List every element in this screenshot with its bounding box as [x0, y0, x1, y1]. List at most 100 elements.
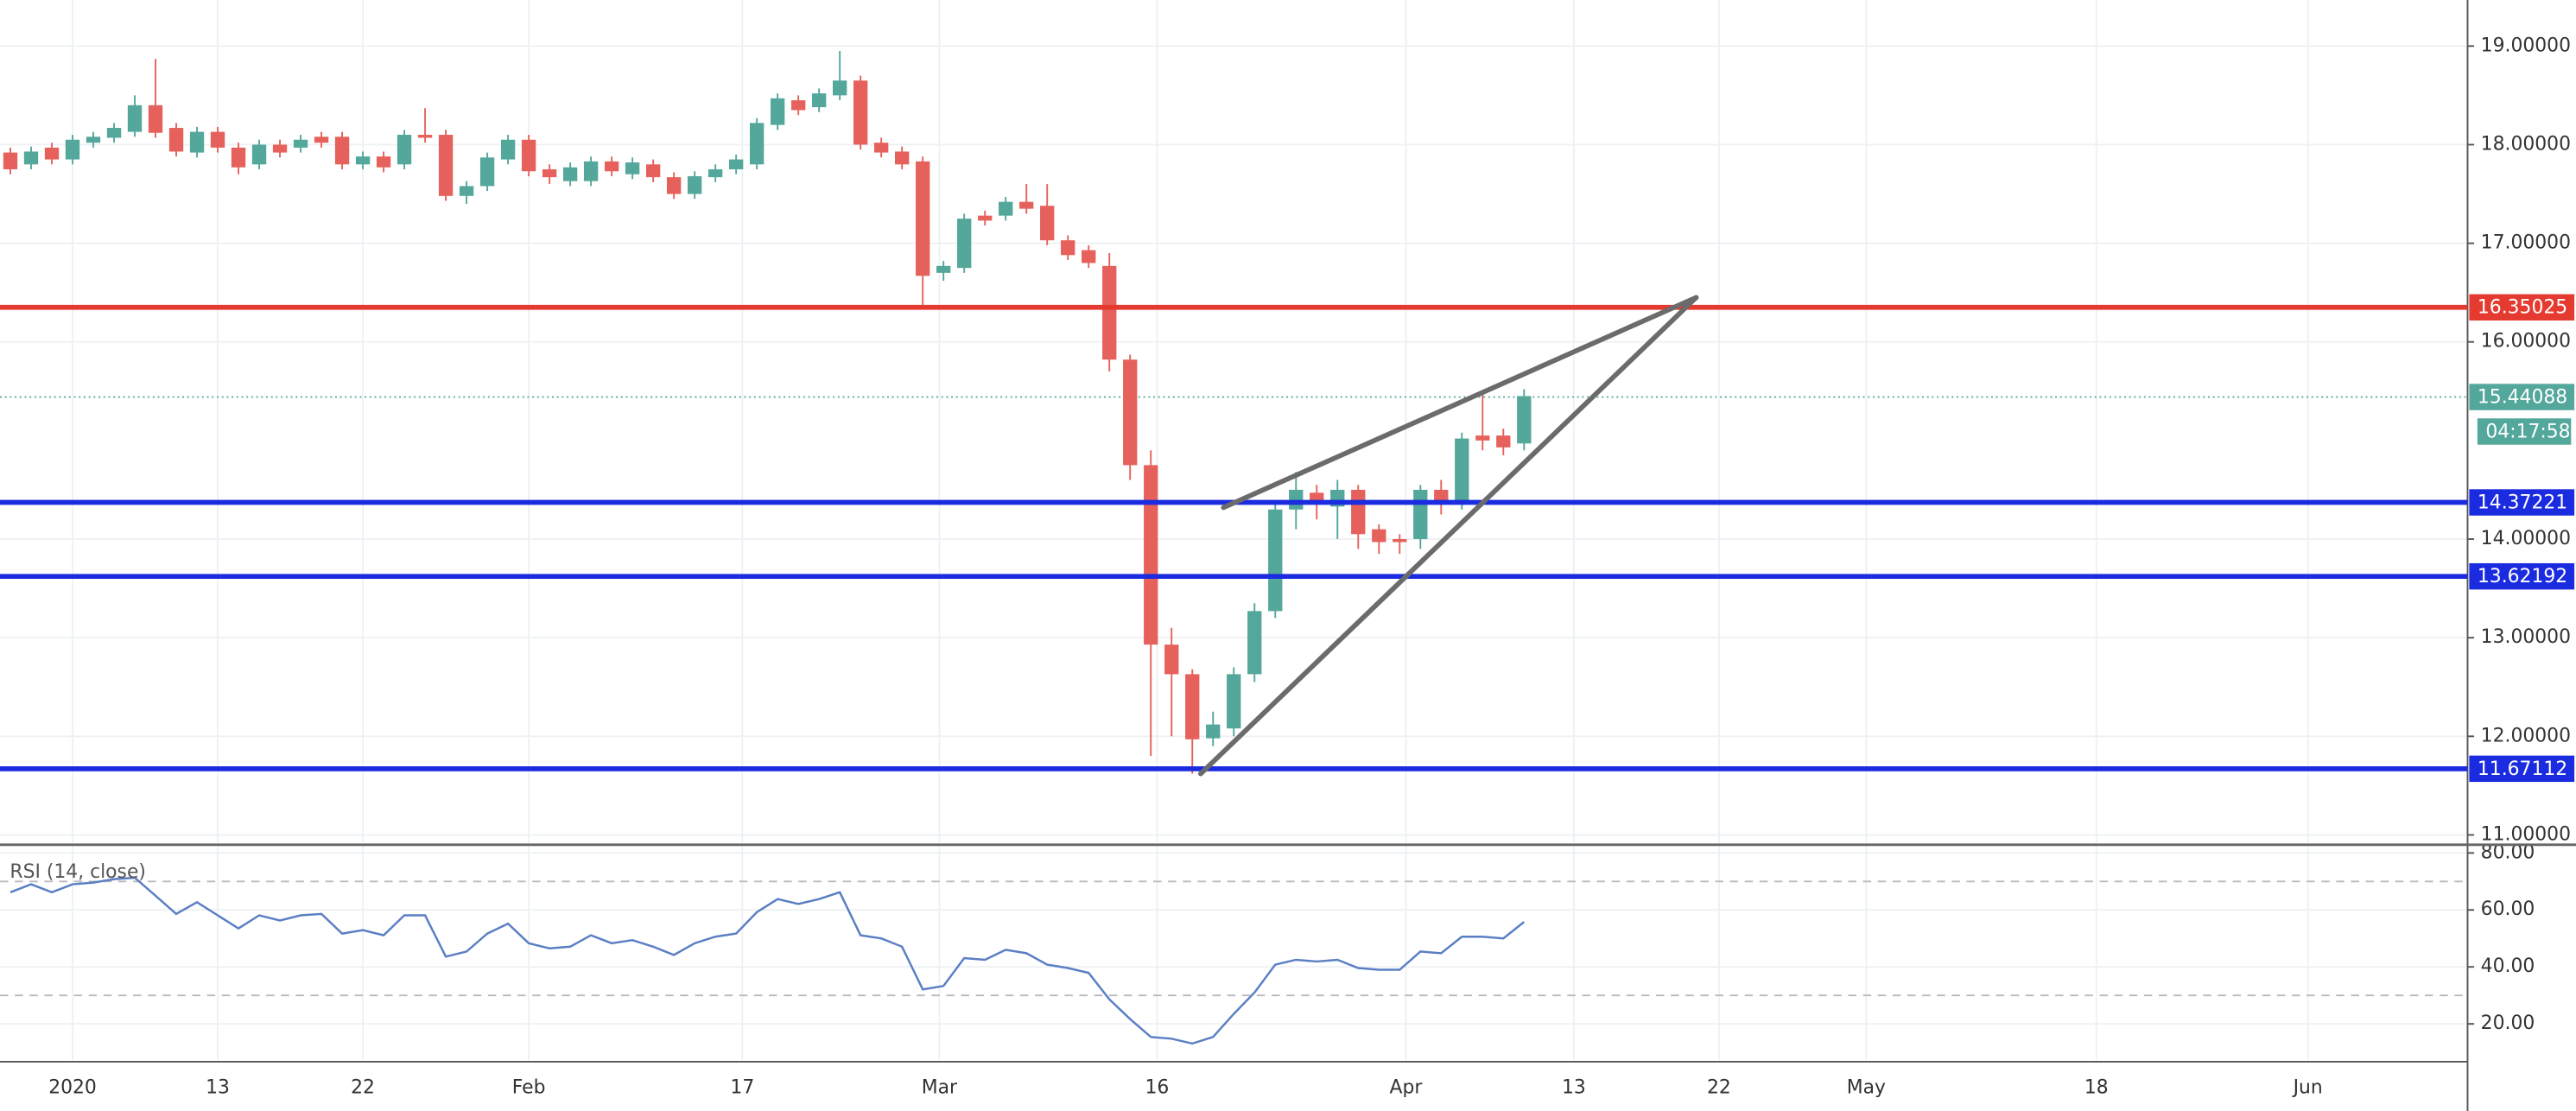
- candle-body: [916, 161, 930, 276]
- candle-body: [1434, 489, 1449, 502]
- candle-body: [1310, 492, 1324, 502]
- candle-body: [666, 177, 682, 194]
- level-label-bg: [2469, 489, 2575, 516]
- candle-body: [314, 136, 329, 143]
- candle-body: [1393, 539, 1407, 543]
- candle-body: [3, 152, 18, 169]
- candle-body: [500, 139, 516, 160]
- y-tick-label: 18.00000: [2481, 133, 2571, 155]
- candle-body: [1040, 206, 1055, 241]
- y-tick-label: 13.00000: [2481, 626, 2571, 648]
- level-label-bg: [2469, 294, 2575, 321]
- y-tick-label: 19.00000: [2481, 35, 2571, 56]
- candle-body: [874, 143, 889, 153]
- last-price-label: 15.44088: [2478, 386, 2567, 408]
- level-label: 11.67112: [2478, 759, 2567, 780]
- candle-body: [728, 159, 744, 169]
- rsi-tick-label: 20.00: [2481, 1013, 2535, 1034]
- candle-body: [853, 80, 868, 145]
- x-tick-label: Jun: [2292, 1076, 2323, 1098]
- level-label: 13.62192: [2478, 566, 2567, 587]
- candle-body: [272, 144, 288, 153]
- candle-body: [168, 128, 184, 152]
- candle-body: [334, 136, 350, 165]
- candle-body: [1268, 509, 1283, 612]
- candle-body: [749, 123, 765, 165]
- candle-body: [1475, 435, 1490, 441]
- x-tick-label: Apr: [1390, 1076, 1423, 1098]
- y-tick-label: 14.00000: [2481, 528, 2571, 549]
- candle-body: [625, 162, 640, 175]
- candle-body: [1206, 724, 1221, 739]
- candle-body: [1164, 644, 1179, 675]
- candle-body: [1247, 611, 1262, 675]
- candle-body: [86, 136, 101, 143]
- candle-body: [1185, 674, 1200, 740]
- candle-body: [1496, 435, 1511, 448]
- candle-body: [231, 147, 246, 168]
- candle-body: [189, 131, 205, 153]
- x-tick-label: May: [1847, 1076, 1886, 1098]
- candle-body: [1082, 250, 1096, 263]
- rsi-line: [10, 876, 1526, 1045]
- candle-body: [106, 128, 122, 138]
- trendline: [1197, 295, 1699, 777]
- candle-body: [604, 161, 619, 172]
- candle-body: [978, 215, 993, 221]
- countdown-label: 04:17:58: [2485, 421, 2570, 442]
- level-label: 16.35025: [2478, 297, 2567, 319]
- candle-body: [397, 135, 412, 165]
- candle-body: [1061, 240, 1075, 256]
- candle-body: [23, 151, 39, 165]
- candle-body: [1227, 674, 1241, 729]
- candle-body: [957, 219, 972, 269]
- candle-body: [1455, 438, 1469, 502]
- candle-body: [811, 93, 827, 108]
- candle-body: [1351, 489, 1366, 535]
- y-tick-label: 11.00000: [2481, 823, 2571, 845]
- y-tick-label: 12.00000: [2481, 725, 2571, 746]
- candle-body: [65, 139, 80, 160]
- x-tick-label: 16: [1145, 1076, 1170, 1098]
- last-price-bg: [2469, 384, 2575, 410]
- rsi-tick-label: 40.00: [2481, 955, 2535, 977]
- x-tick-label: 18: [2084, 1076, 2109, 1098]
- candle-body: [790, 100, 806, 111]
- candle-body: [707, 168, 723, 178]
- x-tick-label: 13: [206, 1076, 230, 1098]
- candle-body: [999, 201, 1013, 216]
- candle-body: [1102, 265, 1117, 360]
- candle-body: [44, 147, 60, 160]
- candle-body: [562, 167, 578, 181]
- x-tick-label: 22: [351, 1076, 375, 1098]
- candle-body: [583, 161, 599, 181]
- candle-body: [1413, 489, 1428, 540]
- candle-body: [293, 139, 308, 148]
- trendline: [1221, 295, 1699, 511]
- candle-body: [417, 135, 433, 138]
- candle-body: [936, 265, 951, 273]
- candle-body: [1019, 201, 1034, 209]
- rsi-tick-label: 60.00: [2481, 898, 2535, 920]
- candle-body: [833, 80, 847, 96]
- candle-body: [1123, 359, 1138, 466]
- candle-body: [521, 139, 536, 172]
- candle-body: [1517, 396, 1532, 444]
- candle-body: [355, 156, 371, 165]
- candle-body: [479, 157, 495, 187]
- candle-body: [251, 144, 267, 165]
- candle-body: [148, 105, 163, 133]
- level-label-bg: [2469, 755, 2575, 783]
- candle-body: [645, 164, 661, 178]
- candle-body: [1289, 489, 1304, 510]
- candle-body: [687, 175, 702, 194]
- candle-body: [438, 135, 454, 196]
- candle-body: [210, 131, 225, 148]
- candle-body: [376, 156, 391, 168]
- x-tick-label: 22: [1707, 1076, 1731, 1098]
- x-tick-label: 17: [730, 1076, 754, 1098]
- y-tick-label: 17.00000: [2481, 232, 2571, 254]
- candle-body: [770, 98, 785, 125]
- candle-body: [459, 186, 474, 196]
